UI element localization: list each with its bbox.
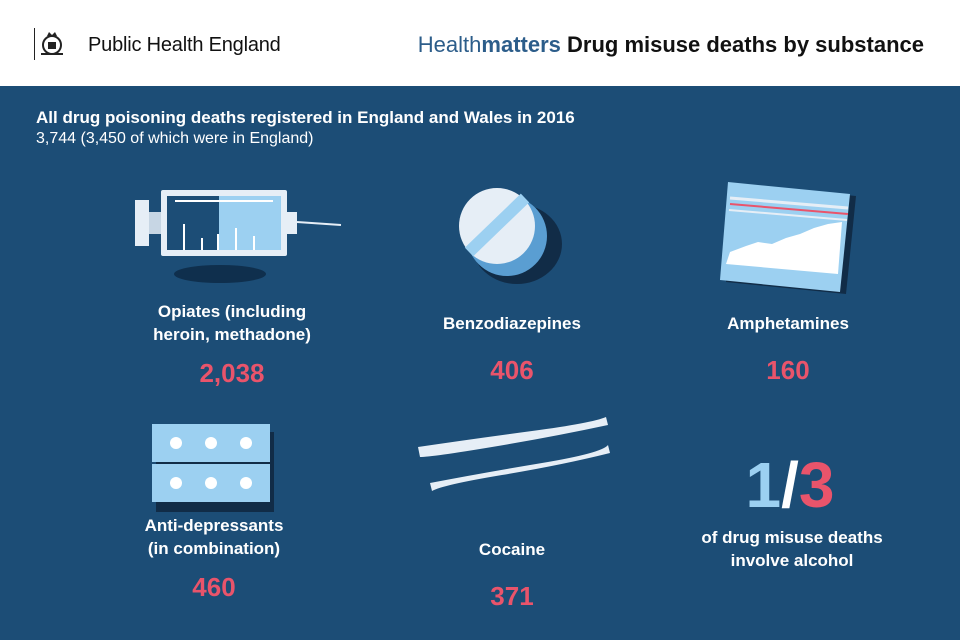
intro-title: All drug poisoning deaths registered in …: [36, 108, 575, 127]
fraction-numerator: 1: [745, 449, 782, 521]
substance-label: Cocaine: [478, 540, 546, 559]
fraction-slash: /: [781, 449, 799, 521]
page-title: Healthmatters Drug misuse deaths by subs…: [418, 32, 924, 58]
syringe-icon: [135, 190, 342, 283]
substance-value: 460: [192, 572, 236, 602]
org-name: Public Health England: [88, 34, 281, 56]
substance-value: 2,038: [199, 358, 265, 388]
fraction-denominator: 3: [798, 449, 835, 521]
header-bar: Public Health England Healthmatters Drug…: [0, 0, 960, 86]
alcohol-caption: of drug misuse deaths involve alcohol: [652, 526, 932, 572]
substance-label: Anti-depressants (in combination): [144, 516, 284, 558]
cocaine-lines-icon: [418, 417, 610, 491]
substance-value: 371: [490, 581, 534, 611]
substance-label: Amphetamines: [727, 314, 849, 333]
logo-divider: [34, 28, 35, 60]
substance-card-opiates: Opiates (including heroin, methadone) 2,…: [92, 300, 372, 389]
substance-card-benzodiazepines: Benzodiazepines 406: [372, 312, 652, 386]
pill-icon: [459, 188, 562, 284]
substance-label: Benzodiazepines: [443, 314, 581, 333]
alcohol-fraction: 1/3: [670, 448, 910, 522]
substance-value: 160: [766, 355, 810, 385]
alcohol-text-line1: of drug misuse deaths: [701, 528, 883, 547]
title-health: Health: [417, 32, 482, 57]
intro-subtitle: 3,744 (3,450 of which were in England): [36, 130, 314, 147]
infographic-panel: All drug poisoning deaths registered in …: [0, 86, 960, 640]
powder-bag-icon: [720, 182, 856, 294]
substance-value: 406: [490, 355, 534, 385]
substance-card-amphetamines: Amphetamines 160: [648, 312, 928, 386]
title-matters: matters: [481, 32, 561, 57]
alcohol-text-line2: involve alcohol: [730, 551, 854, 570]
substance-label: Opiates (including heroin, methadone): [153, 302, 311, 344]
blister-pack-icon: [152, 424, 274, 512]
royal-crest-icon: [41, 32, 63, 55]
substance-card-antidepressants: Anti-depressants (in combination) 460: [74, 514, 354, 603]
title-topic: Drug misuse deaths by substance: [567, 32, 924, 57]
substance-card-cocaine: Cocaine 371: [372, 538, 652, 612]
